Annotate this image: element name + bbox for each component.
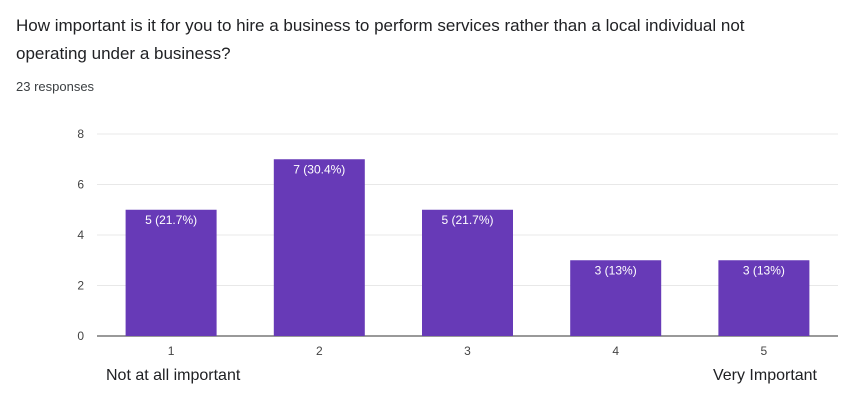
bar-4[interactable]	[570, 260, 662, 336]
y-tick-label: 8	[77, 127, 84, 141]
x-tick-label: 1	[168, 344, 175, 358]
bar-data-label: 7 (30.4%)	[293, 162, 345, 176]
bar-5[interactable]	[718, 260, 810, 336]
y-tick-label: 4	[77, 228, 84, 242]
bar-data-label: 3 (13%)	[595, 263, 637, 277]
x-axis-ticks: 1 2 3 4 5	[168, 344, 768, 358]
bar-data-label: 3 (13%)	[743, 263, 785, 277]
y-tick-label: 6	[77, 178, 84, 192]
x-tick-label: 4	[612, 344, 619, 358]
x-tick-label: 2	[316, 344, 323, 358]
x-tick-label: 5	[761, 344, 768, 358]
y-tick-label: 2	[77, 279, 84, 293]
scale-high-label: Very Important	[713, 367, 818, 384]
bar-2[interactable]	[273, 159, 365, 336]
response-count: 23 responses	[16, 79, 95, 94]
bar-data-label: 5 (21.7%)	[441, 213, 493, 227]
y-axis-ticks: 0 2 4 6 8	[77, 127, 84, 343]
scale-low-label: Not at all important	[106, 367, 241, 384]
bar-1[interactable]	[125, 209, 217, 336]
y-tick-label: 0	[77, 329, 84, 343]
x-tick-label: 3	[464, 344, 471, 358]
bars: 5 (21.7%) 7 (30.4%) 5 (21.7%) 3 (13%) 3 (13%…	[125, 159, 810, 336]
bar-data-label: 5 (21.7%)	[145, 213, 197, 227]
question-title: How important is it for you to hire a bu…	[16, 16, 745, 63]
bar-3[interactable]	[422, 209, 513, 336]
